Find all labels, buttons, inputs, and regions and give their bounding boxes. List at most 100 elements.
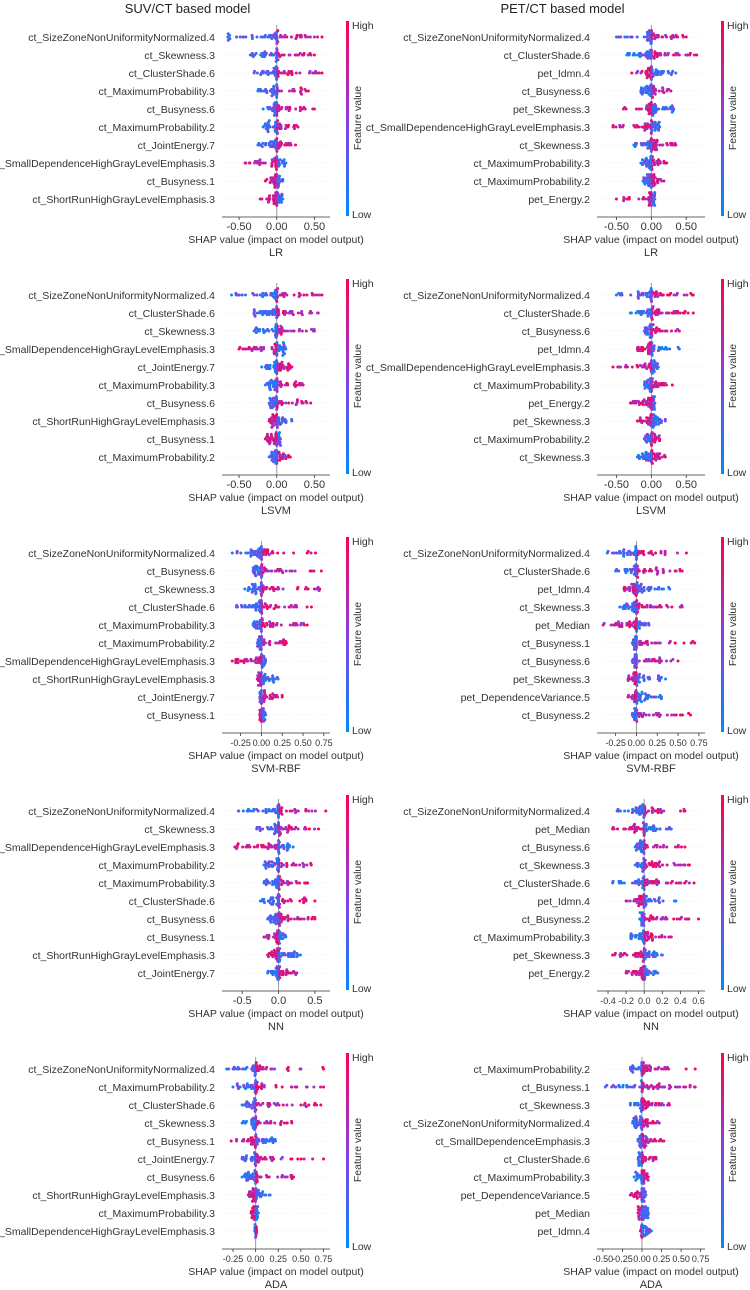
shap-point — [286, 899, 290, 903]
shap-point — [229, 1139, 233, 1143]
feature-label: ct_Skewness.3 — [144, 824, 215, 836]
shap-point — [250, 1087, 254, 1091]
shap-point — [637, 659, 641, 663]
feature-label: ct_JointEnergy.7 — [138, 968, 216, 980]
shap-point — [638, 416, 642, 420]
shap-point — [674, 1085, 677, 1089]
shap-point — [263, 1193, 267, 1197]
shap-point — [645, 127, 649, 131]
shap-point — [275, 389, 279, 393]
shap-point — [270, 450, 274, 454]
feature-label: ct_Busyness.6 — [147, 104, 215, 116]
shap-point — [261, 35, 265, 39]
shap-point — [635, 141, 638, 145]
shap-point — [261, 553, 265, 557]
shap-point — [638, 1085, 642, 1089]
shap-point — [614, 293, 618, 297]
shap-point — [275, 47, 279, 51]
shap-point — [632, 647, 636, 651]
shap-point — [273, 1067, 276, 1071]
shap-point — [290, 1157, 294, 1161]
shap-point — [637, 1065, 641, 1069]
shap-point — [633, 145, 637, 149]
shap-point — [633, 830, 637, 834]
shap-point — [292, 621, 296, 625]
shap-point — [652, 32, 655, 36]
shap-point — [649, 185, 653, 189]
shap-point — [261, 107, 265, 111]
shap-point — [649, 137, 653, 141]
shap-point — [675, 917, 679, 921]
shap-point — [270, 164, 274, 168]
shap-point — [255, 35, 259, 39]
shap-point — [665, 863, 669, 867]
shap-point — [322, 1085, 325, 1089]
shap-point — [284, 401, 288, 405]
shap-point — [264, 866, 268, 870]
shap-point — [634, 617, 638, 621]
shap-point — [256, 843, 260, 847]
shap-point — [638, 680, 641, 684]
feature-label: ct_MaximumProbability.3 — [473, 158, 590, 170]
shap-point — [617, 569, 621, 573]
shap-plot-svm-rbf-pet-ct: ct_SizeZoneNonUniformityNormalized.4 ct_C… — [375, 516, 750, 775]
shap-point — [680, 845, 683, 849]
shap-point — [272, 199, 276, 203]
shap-point — [274, 461, 278, 465]
shap-point — [653, 295, 657, 299]
shap-point — [647, 458, 651, 462]
shap-point — [241, 1067, 245, 1071]
shap-point — [263, 309, 267, 313]
shap-point — [652, 432, 656, 436]
shap-point — [278, 158, 282, 162]
shap-point — [630, 811, 634, 815]
shap-point — [623, 105, 627, 109]
shap-point — [662, 843, 666, 847]
shap-point — [644, 450, 648, 454]
shap-point — [662, 809, 666, 813]
shap-point — [614, 35, 618, 39]
shap-point — [640, 912, 644, 916]
shap-point — [622, 554, 626, 558]
shap-point — [260, 563, 264, 567]
shap-point — [629, 605, 633, 609]
shap-point — [628, 625, 632, 629]
shap-point — [651, 829, 655, 833]
shap-point — [646, 122, 650, 126]
shap-point — [643, 197, 647, 201]
colorbar-low-label: Low — [727, 725, 747, 737]
shap-point — [637, 549, 641, 553]
shap-point — [661, 863, 664, 867]
shap-point — [261, 827, 265, 831]
shap-point — [251, 55, 255, 59]
shap-point — [267, 367, 271, 371]
shap-point — [647, 112, 651, 116]
shap-point — [271, 145, 274, 149]
shap-point — [262, 689, 266, 693]
shap-point — [638, 309, 642, 313]
shap-point — [673, 141, 677, 145]
shap-point — [287, 453, 290, 457]
shap-point — [647, 809, 650, 813]
shap-point — [294, 879, 298, 883]
shap-point — [629, 825, 633, 829]
shap-point — [265, 585, 269, 589]
shap-point — [668, 639, 672, 643]
shap-point — [273, 32, 277, 36]
shap-point — [629, 293, 633, 297]
shap-point — [283, 309, 287, 313]
shap-point — [634, 557, 638, 561]
shap-point — [669, 935, 673, 939]
feature-label: ct_Skewness.3 — [519, 860, 590, 872]
shap-point — [267, 807, 271, 811]
shap-point — [254, 661, 258, 665]
shap-point — [259, 73, 263, 77]
shap-point — [641, 977, 645, 981]
shap-point — [260, 671, 263, 675]
shap-point — [274, 59, 278, 63]
shap-point — [280, 200, 284, 204]
shap-point — [245, 1105, 249, 1109]
shap-point — [643, 567, 646, 571]
shap-point — [621, 1083, 625, 1087]
shap-point — [655, 452, 659, 456]
